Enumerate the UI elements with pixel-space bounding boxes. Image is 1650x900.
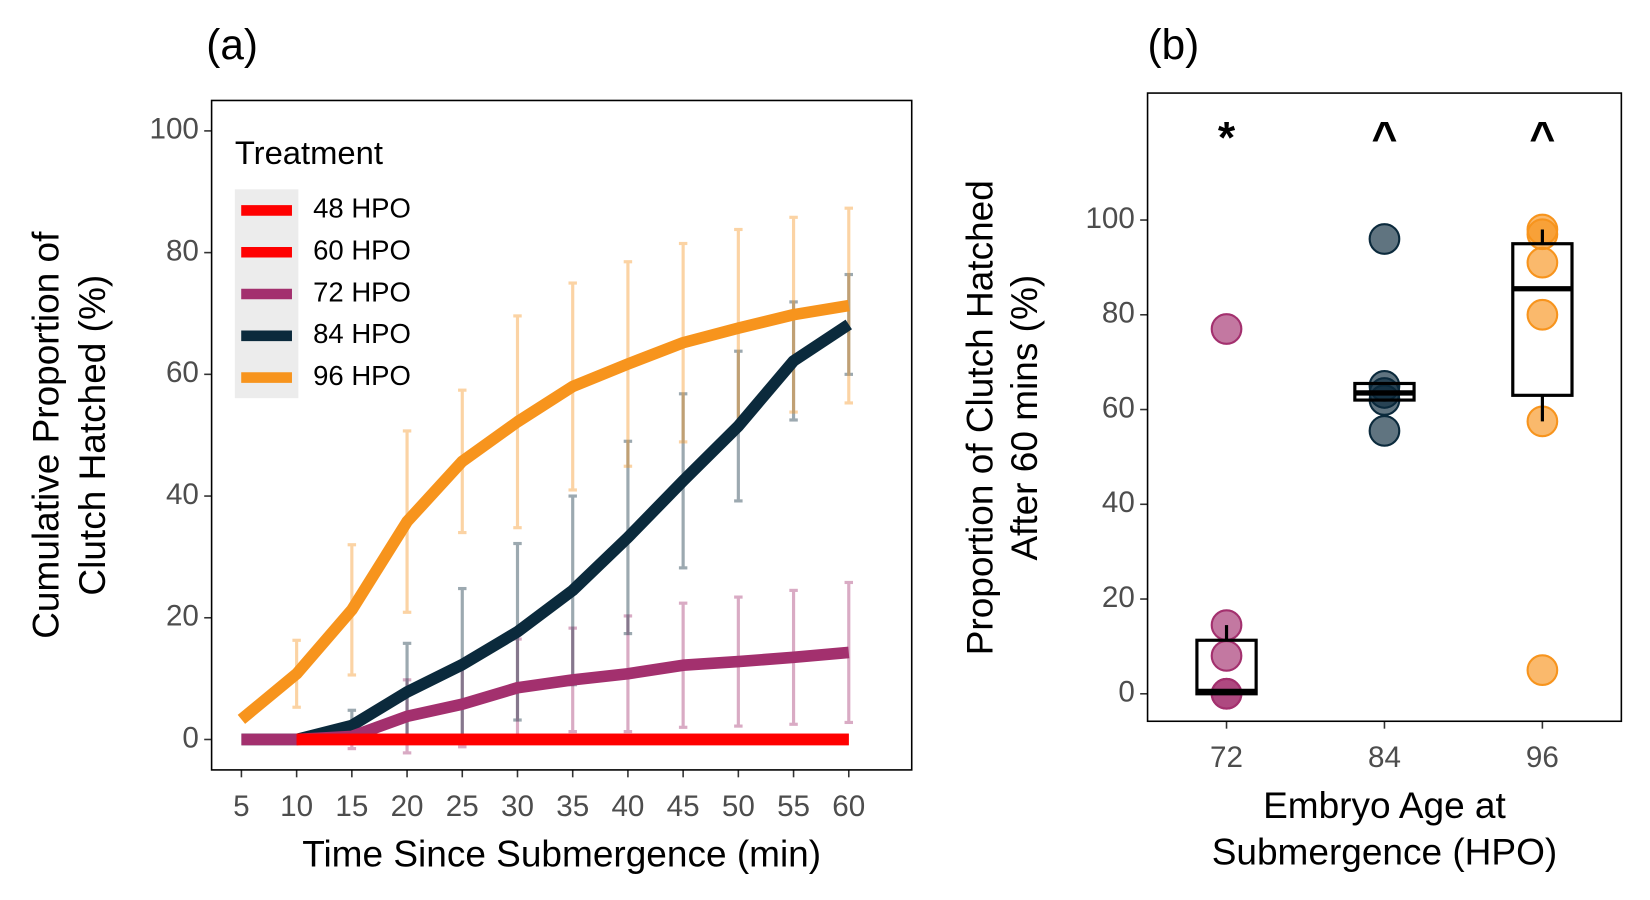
plot-frame	[1146, 92, 1623, 723]
y-tick-label: 80	[1102, 297, 1135, 330]
point	[1526, 654, 1559, 686]
x-tick-label: 96	[1526, 741, 1559, 774]
y-axis-title: After 60 mins (%)	[1003, 275, 1045, 561]
y-tick-label: 100	[150, 113, 199, 146]
x-tick-label: 35	[556, 790, 589, 823]
y-tick-label: 40	[166, 478, 199, 511]
y-tick-label: 60	[166, 356, 199, 389]
x-tick-label: 55	[777, 790, 810, 823]
x-tick-label: 40	[611, 790, 644, 823]
x-tick-label: 20	[391, 790, 424, 823]
y-tick-label: 20	[166, 600, 199, 633]
x-tick-label: 72	[1210, 741, 1243, 774]
panel-label: (a)	[206, 21, 258, 68]
x-axis-title: Embryo Age at	[1263, 784, 1506, 826]
legend-label: 60 HPO	[313, 234, 411, 265]
y-axis-title: Clutch Hatched (%)	[71, 275, 113, 596]
x-axis-title: Time Since Submergence (min)	[302, 832, 821, 874]
panel-label: (b)	[1148, 21, 1200, 68]
legend-label: 48 HPO	[313, 193, 411, 224]
y-axis-title-group: Proportion of Clutch Hatched After 60 min…	[958, 180, 1044, 655]
x-tick-label: 15	[335, 790, 368, 823]
legend-title: Treatment	[235, 134, 383, 171]
x-tick-label: 30	[501, 790, 534, 823]
plot-frame	[210, 99, 913, 771]
y-tick-label: 20	[1102, 581, 1135, 614]
legend-label: 96 HPO	[313, 360, 411, 391]
x-tick-label: 84	[1368, 741, 1401, 774]
y-tick-label: 40	[1102, 486, 1135, 519]
point	[1210, 640, 1243, 672]
y-axis-title-group: Cumulative Proportion of Clutch Hatched (…	[25, 231, 114, 639]
x-tick-label: 5	[233, 790, 249, 823]
y-tick-label: 60	[1102, 391, 1135, 424]
point	[1526, 298, 1559, 331]
series-line	[237, 299, 850, 724]
x-tick-label: 50	[722, 790, 755, 823]
annotation: ^	[1371, 113, 1397, 162]
y-tick-label: 0	[182, 721, 198, 754]
annotation: ^	[1529, 113, 1555, 162]
y-axis-title: Proportion of Clutch Hatched	[958, 180, 1000, 655]
x-tick-label: 45	[667, 790, 700, 823]
y-tick-label: 100	[1085, 202, 1134, 235]
point	[1368, 414, 1401, 447]
x-axis-title: Submergence (HPO)	[1212, 830, 1557, 872]
legend-label: 84 HPO	[313, 318, 411, 349]
x-tick-label: 25	[446, 790, 479, 823]
y-tick-label: 0	[1118, 676, 1134, 709]
y-axis-title: Cumulative Proportion of	[25, 231, 67, 639]
x-tick-label: 60	[832, 790, 865, 823]
y-tick-label: 80	[166, 234, 199, 267]
box	[1511, 242, 1574, 397]
legend-label: 72 HPO	[313, 276, 411, 307]
series-line	[241, 319, 852, 746]
point	[1210, 313, 1243, 345]
annotation: *	[1218, 113, 1236, 162]
point	[1368, 223, 1401, 255]
point	[1526, 246, 1559, 279]
x-tick-label: 10	[280, 790, 313, 823]
